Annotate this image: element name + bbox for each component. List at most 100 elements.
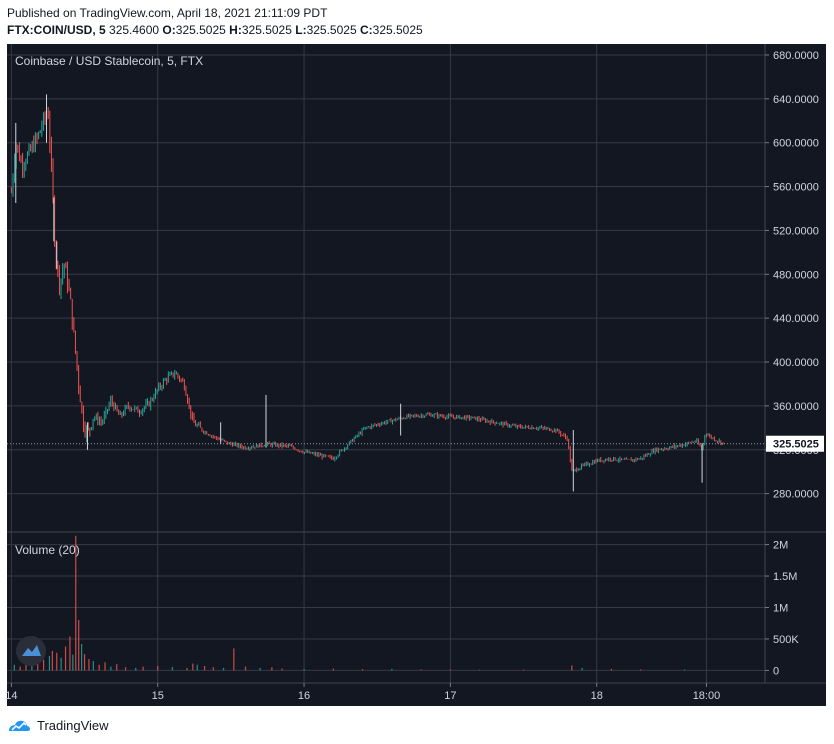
symbol-info-line: FTX:COIN/USD, 5 325.4600 O:325.5025 H:32… xyxy=(7,23,423,37)
price-tick-label: 440.0000 xyxy=(773,313,819,325)
volume-bar xyxy=(192,663,194,671)
time-tick-label: 15 xyxy=(152,690,164,702)
volume-tick-label: 0 xyxy=(773,665,779,677)
ohlc-high-key: H: xyxy=(229,23,242,37)
ohlc-high-value: 325.5025 xyxy=(241,23,292,37)
volume-bar xyxy=(69,636,71,671)
volume-bar xyxy=(13,664,15,671)
volume-bar xyxy=(42,659,45,671)
chart-background xyxy=(7,44,826,706)
volume-bar xyxy=(110,666,112,671)
volume-bar xyxy=(157,666,159,671)
volume-bar xyxy=(522,669,525,671)
volume-bar xyxy=(640,669,642,671)
volume-bar xyxy=(244,666,247,671)
volume-bar xyxy=(75,535,77,671)
price-tick-label: 360.0000 xyxy=(773,401,819,413)
volume-tick-label: 1M xyxy=(773,603,788,615)
volume-bar xyxy=(88,659,90,671)
volume-bar xyxy=(72,654,74,671)
volume-bar xyxy=(81,643,83,671)
ohlc-close-value: 325.5025 xyxy=(372,23,423,37)
price-tick-label: 680.0000 xyxy=(773,50,819,62)
volume-bar xyxy=(104,662,106,671)
volume-bar xyxy=(116,664,118,671)
volume-bar xyxy=(60,657,62,671)
time-tick-label: 17 xyxy=(444,690,456,702)
ohlc-open-value: 325.5025 xyxy=(175,23,226,37)
time-tick-label: 14 xyxy=(5,690,17,702)
volume-bar xyxy=(233,648,235,671)
volume-bar xyxy=(142,666,144,671)
volume-bar xyxy=(610,668,612,671)
volume-bar xyxy=(420,669,422,671)
price-tick-label: 520.0000 xyxy=(773,225,819,237)
volume-bar xyxy=(135,667,137,671)
volume-bar xyxy=(124,667,127,671)
grid-lines xyxy=(7,44,765,683)
price-candles xyxy=(10,94,725,492)
price-tick-label: 560.0000 xyxy=(773,182,819,194)
volume-bar xyxy=(361,669,364,671)
volume-bar xyxy=(391,668,393,671)
ohlc-open-key: O: xyxy=(162,23,176,37)
tradingview-logo-icon xyxy=(9,720,30,731)
last-price: 325.4600 xyxy=(109,23,160,37)
ohlc-low-value: 325.5025 xyxy=(306,23,357,37)
volume-bar xyxy=(196,664,198,671)
volume-bar xyxy=(479,669,481,671)
price-axis[interactable]: 680.0000 640.0000 600.0000 560.0000 520.0000… xyxy=(765,50,819,501)
volume-bar xyxy=(19,666,21,671)
volume-bar xyxy=(281,668,283,671)
volume-tick-label: 500K xyxy=(773,634,799,646)
volume-label: Volume (20) xyxy=(15,543,80,557)
volume-bar xyxy=(83,654,86,671)
volume-bar xyxy=(581,667,583,671)
volume-axis[interactable]: 2M 1.5M 1M 500K 0 xyxy=(765,540,799,678)
ohlc-close-key: C: xyxy=(359,23,373,37)
watermark-logo xyxy=(16,636,46,666)
price-tick-label: 400.0000 xyxy=(773,357,819,369)
symbol-label: FTX:COIN/USD, 5 xyxy=(7,23,106,37)
volume-bar xyxy=(171,666,173,671)
volume-bar xyxy=(271,667,273,671)
ohlc-low-key: L: xyxy=(295,23,307,37)
volume-bar xyxy=(48,655,51,671)
cloud-icon xyxy=(22,645,41,656)
volume-bar xyxy=(92,660,94,671)
volume-bar xyxy=(683,669,686,671)
volume-bars xyxy=(13,535,686,671)
volume-bar xyxy=(31,666,33,671)
volume-bar xyxy=(51,650,53,671)
volume-bar xyxy=(259,667,261,671)
volume-bar xyxy=(25,663,27,671)
volume-tick-label: 2M xyxy=(773,540,788,552)
time-tick-label: 16 xyxy=(298,690,310,702)
time-tick-label: 18 xyxy=(591,690,603,702)
volume-bar xyxy=(78,620,80,671)
tradingview-footer[interactable]: TradingView xyxy=(7,715,109,735)
volume-bar xyxy=(64,646,67,671)
volume-bar xyxy=(222,667,225,671)
current-price-label: 325.5025 xyxy=(773,439,819,451)
volume-bar xyxy=(56,652,58,671)
current-price-tag: 325.5025 xyxy=(766,435,824,452)
time-axis[interactable]: 14 15 16 17 18 18:00 xyxy=(5,683,720,702)
price-tick-label: 280.0000 xyxy=(773,489,819,501)
volume-bar xyxy=(212,667,214,671)
volume-bar xyxy=(332,668,334,671)
chart-title: Coinbase / USD Stablecoin, 5, FTX xyxy=(15,54,203,68)
volume-bar xyxy=(98,664,100,671)
volume-bar xyxy=(449,669,451,671)
tradingview-brand: TradingView xyxy=(37,717,109,733)
time-tick-label: 18:00 xyxy=(693,690,721,702)
published-line: Published on TradingView.com, April 18, … xyxy=(7,6,328,20)
volume-bar xyxy=(186,667,188,671)
volume-bar xyxy=(37,661,39,671)
volume-bar xyxy=(203,666,206,671)
volume-bar xyxy=(571,665,573,671)
price-tick-label: 600.0000 xyxy=(773,138,819,150)
volume-bar xyxy=(303,668,305,671)
price-tick-label: 640.0000 xyxy=(773,94,819,106)
